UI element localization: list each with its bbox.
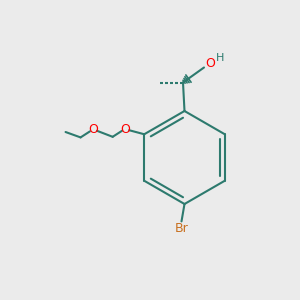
Text: Br: Br [175,221,189,235]
Text: O: O [205,57,215,70]
Text: O: O [88,123,98,136]
Text: O: O [120,123,130,136]
Text: H: H [216,53,224,64]
